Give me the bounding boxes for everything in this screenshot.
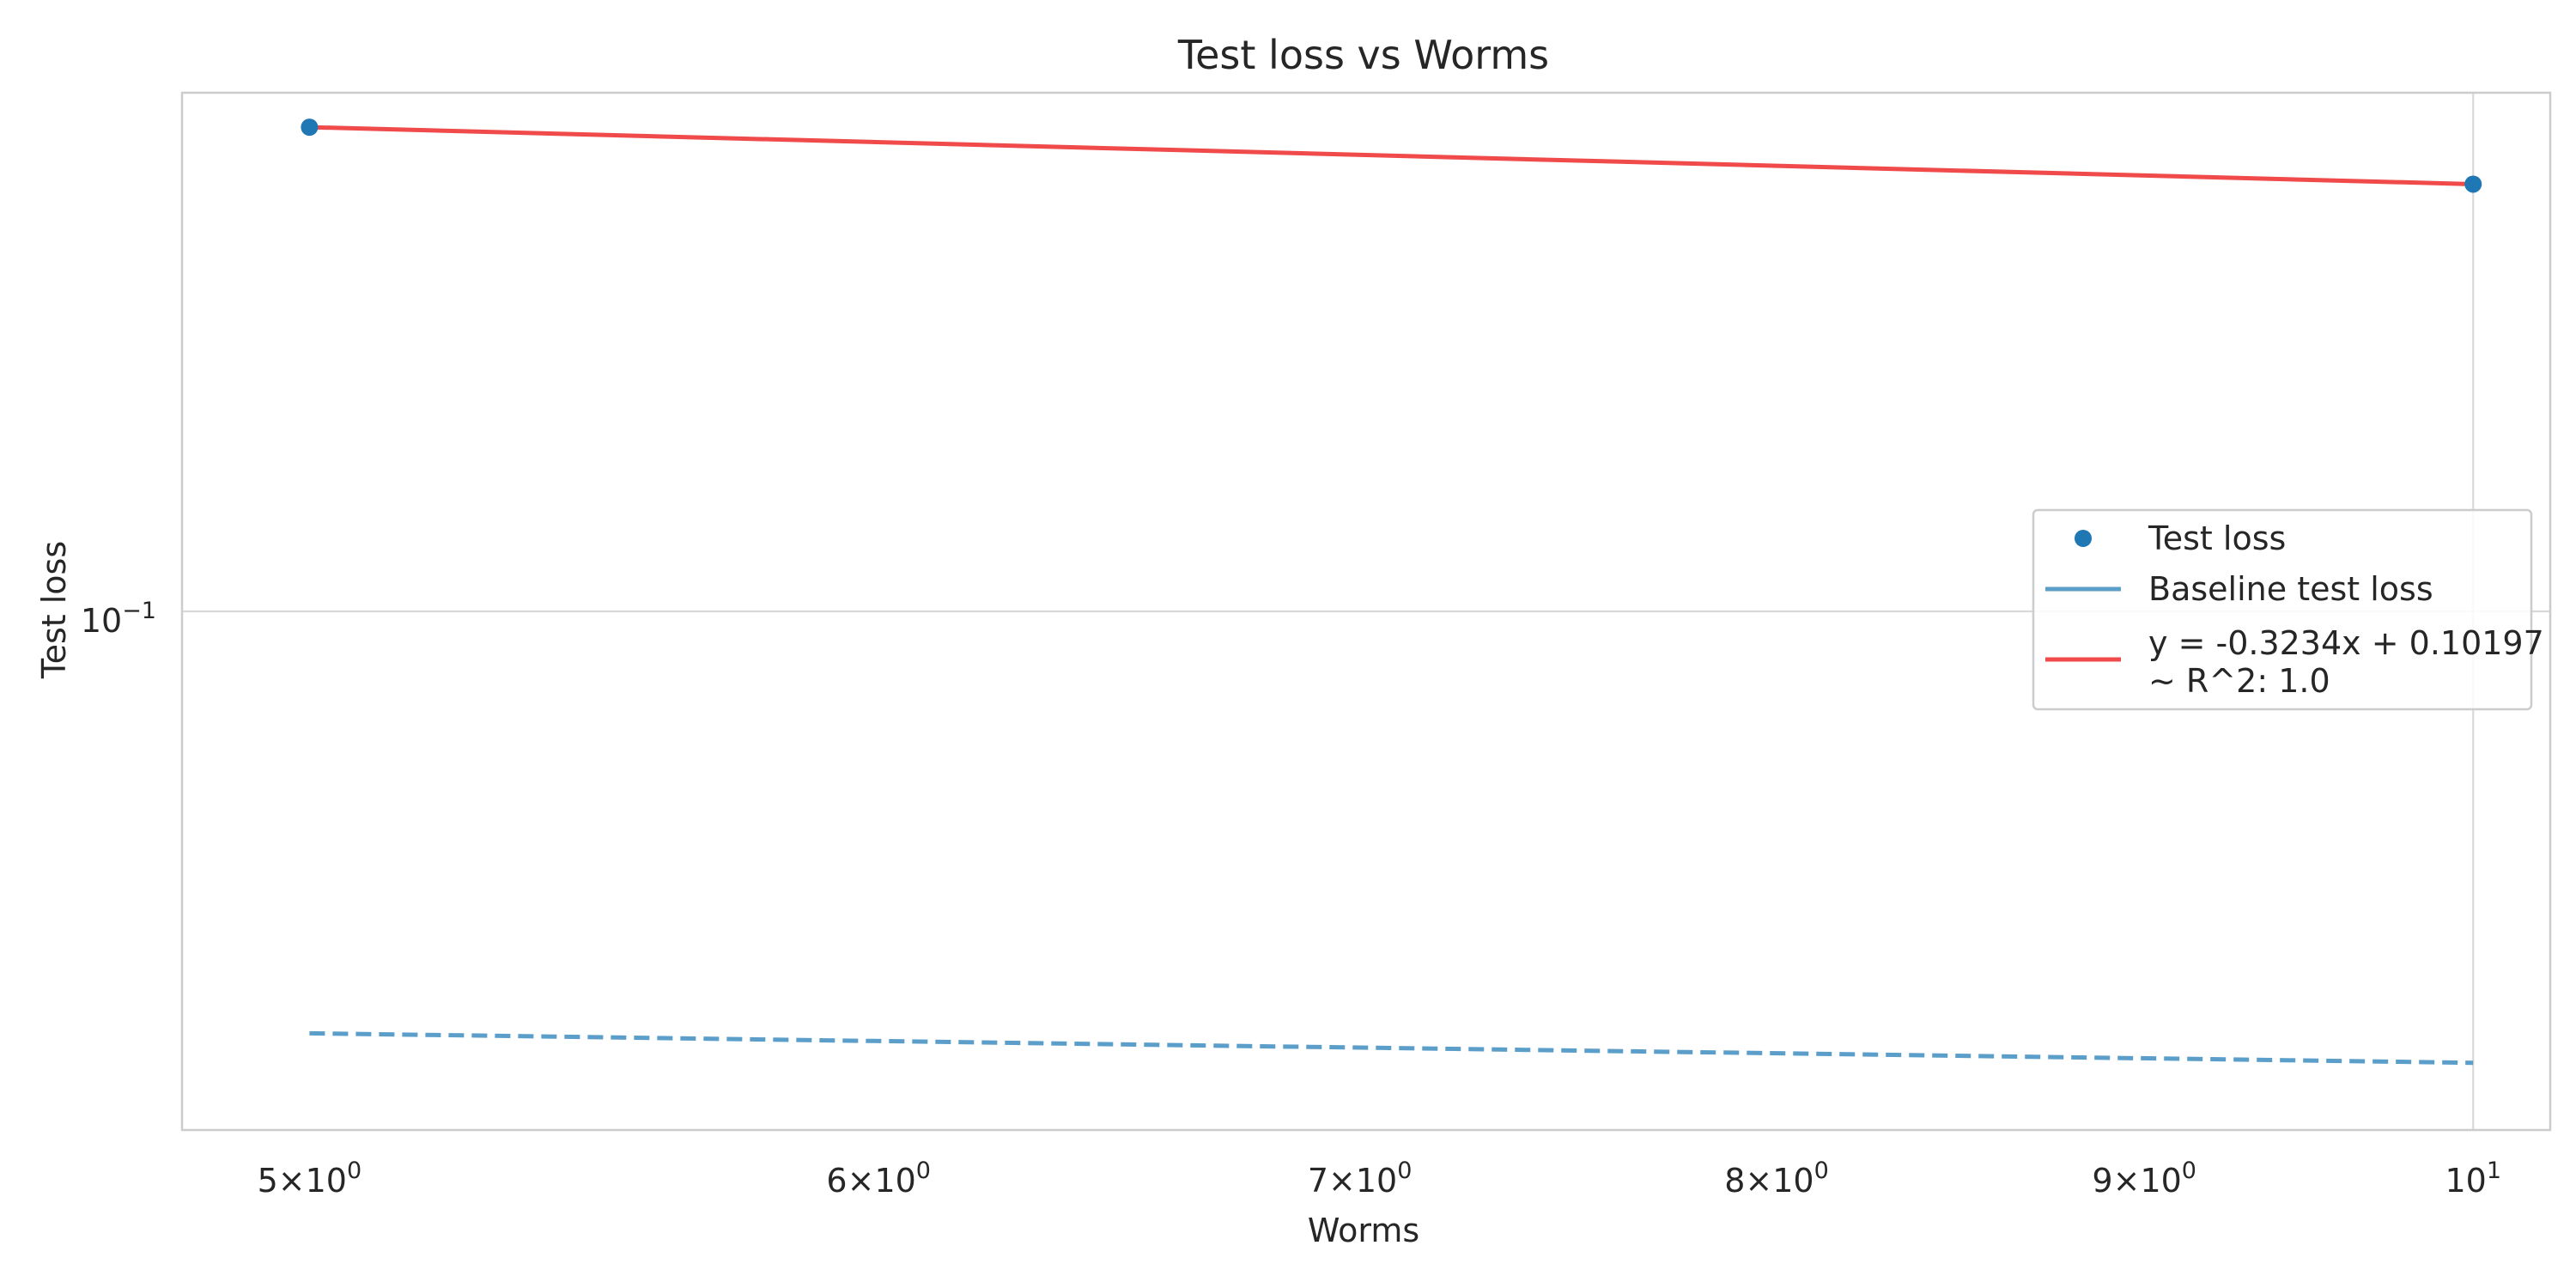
data-point	[301, 118, 319, 137]
y-tick-label: 10−1	[81, 598, 156, 640]
baseline-line	[309, 1030, 2474, 1066]
series-layer	[301, 118, 2482, 1066]
x-tick-label: 6×100	[826, 1157, 931, 1200]
fit-line	[309, 125, 2474, 186]
legend: Test loss Baseline test loss y = -0.3234x …	[2032, 508, 2544, 711]
x-tick-label: 5×100	[258, 1157, 362, 1200]
legend-marker-test-loss	[2075, 530, 2092, 547]
x-tick-label: 9×100	[2092, 1157, 2196, 1200]
plot-area-frame	[180, 91, 2552, 1132]
chart-title: Test loss vs Worms	[1177, 32, 1549, 78]
x-axis-label: Worms	[1308, 1212, 1419, 1249]
legend-label: Test loss	[2148, 519, 2286, 557]
data-point	[2464, 175, 2482, 193]
x-tick-label: 8×100	[1724, 1157, 1829, 1200]
legend-label: y = -0.3234x + 0.10197 ~ R^2: 1.0	[2148, 624, 2544, 700]
x-tick-label: 7×100	[1308, 1157, 1413, 1200]
y-axis-label: Test loss	[35, 541, 73, 679]
legend-label: Baseline test loss	[2148, 570, 2433, 608]
legend-box	[2032, 508, 2533, 711]
tick-labels: 5×100 6×100 7×100 8×100 9×100 101 10−1	[81, 598, 2501, 1200]
x-tick-label: 101	[2445, 1157, 2501, 1200]
